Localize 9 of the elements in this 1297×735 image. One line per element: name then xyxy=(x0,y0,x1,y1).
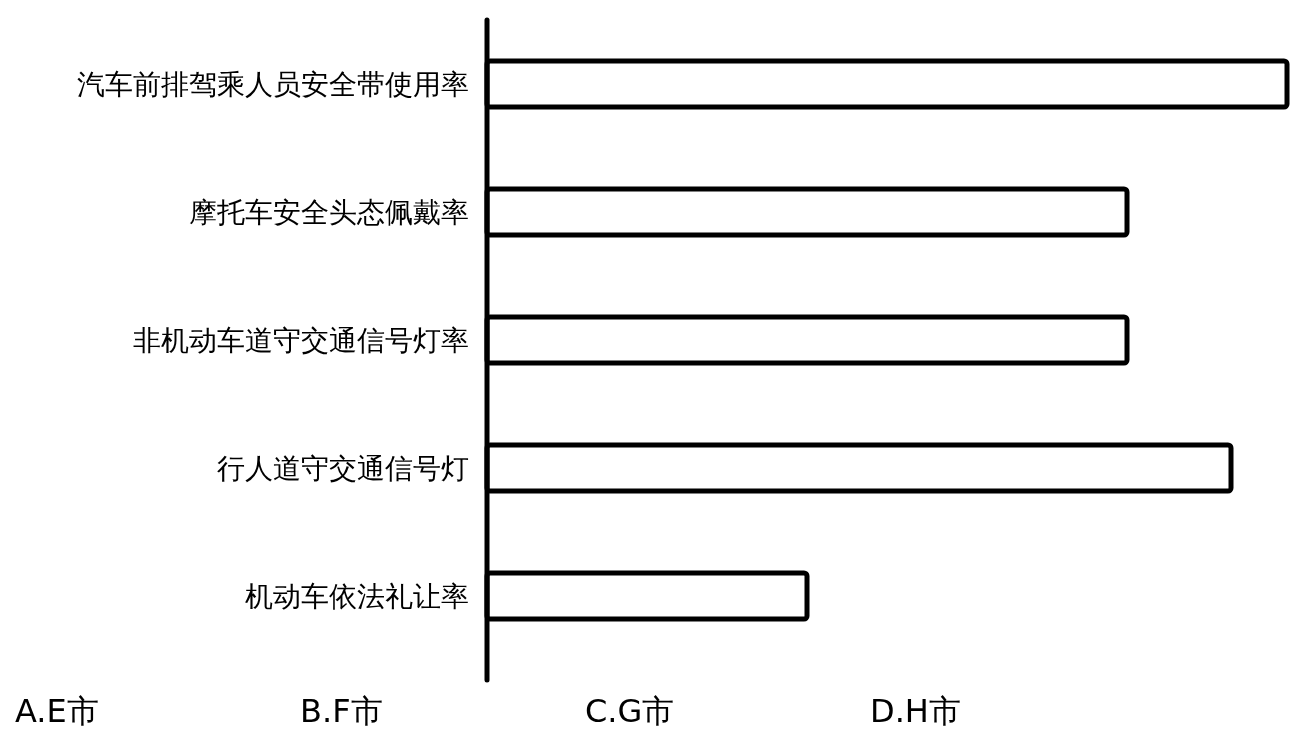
text: D.H市 xyxy=(870,692,961,730)
y-tick-label: 汽车前排驾乘人员安全带使用率 xyxy=(77,67,469,101)
y-tick-label: 行人道守交通信号灯 xyxy=(217,451,469,485)
y-tick-label: 摩托车安全头态佩戴率 xyxy=(189,195,469,229)
text: B.F市 xyxy=(300,692,383,730)
text: A.E市 xyxy=(15,692,99,730)
text: C.G市 xyxy=(585,692,675,730)
y-tick-label: 非机动车道守交通信号灯率 xyxy=(133,323,469,357)
y-tick-label: 机动车依法礼让率 xyxy=(245,579,469,613)
